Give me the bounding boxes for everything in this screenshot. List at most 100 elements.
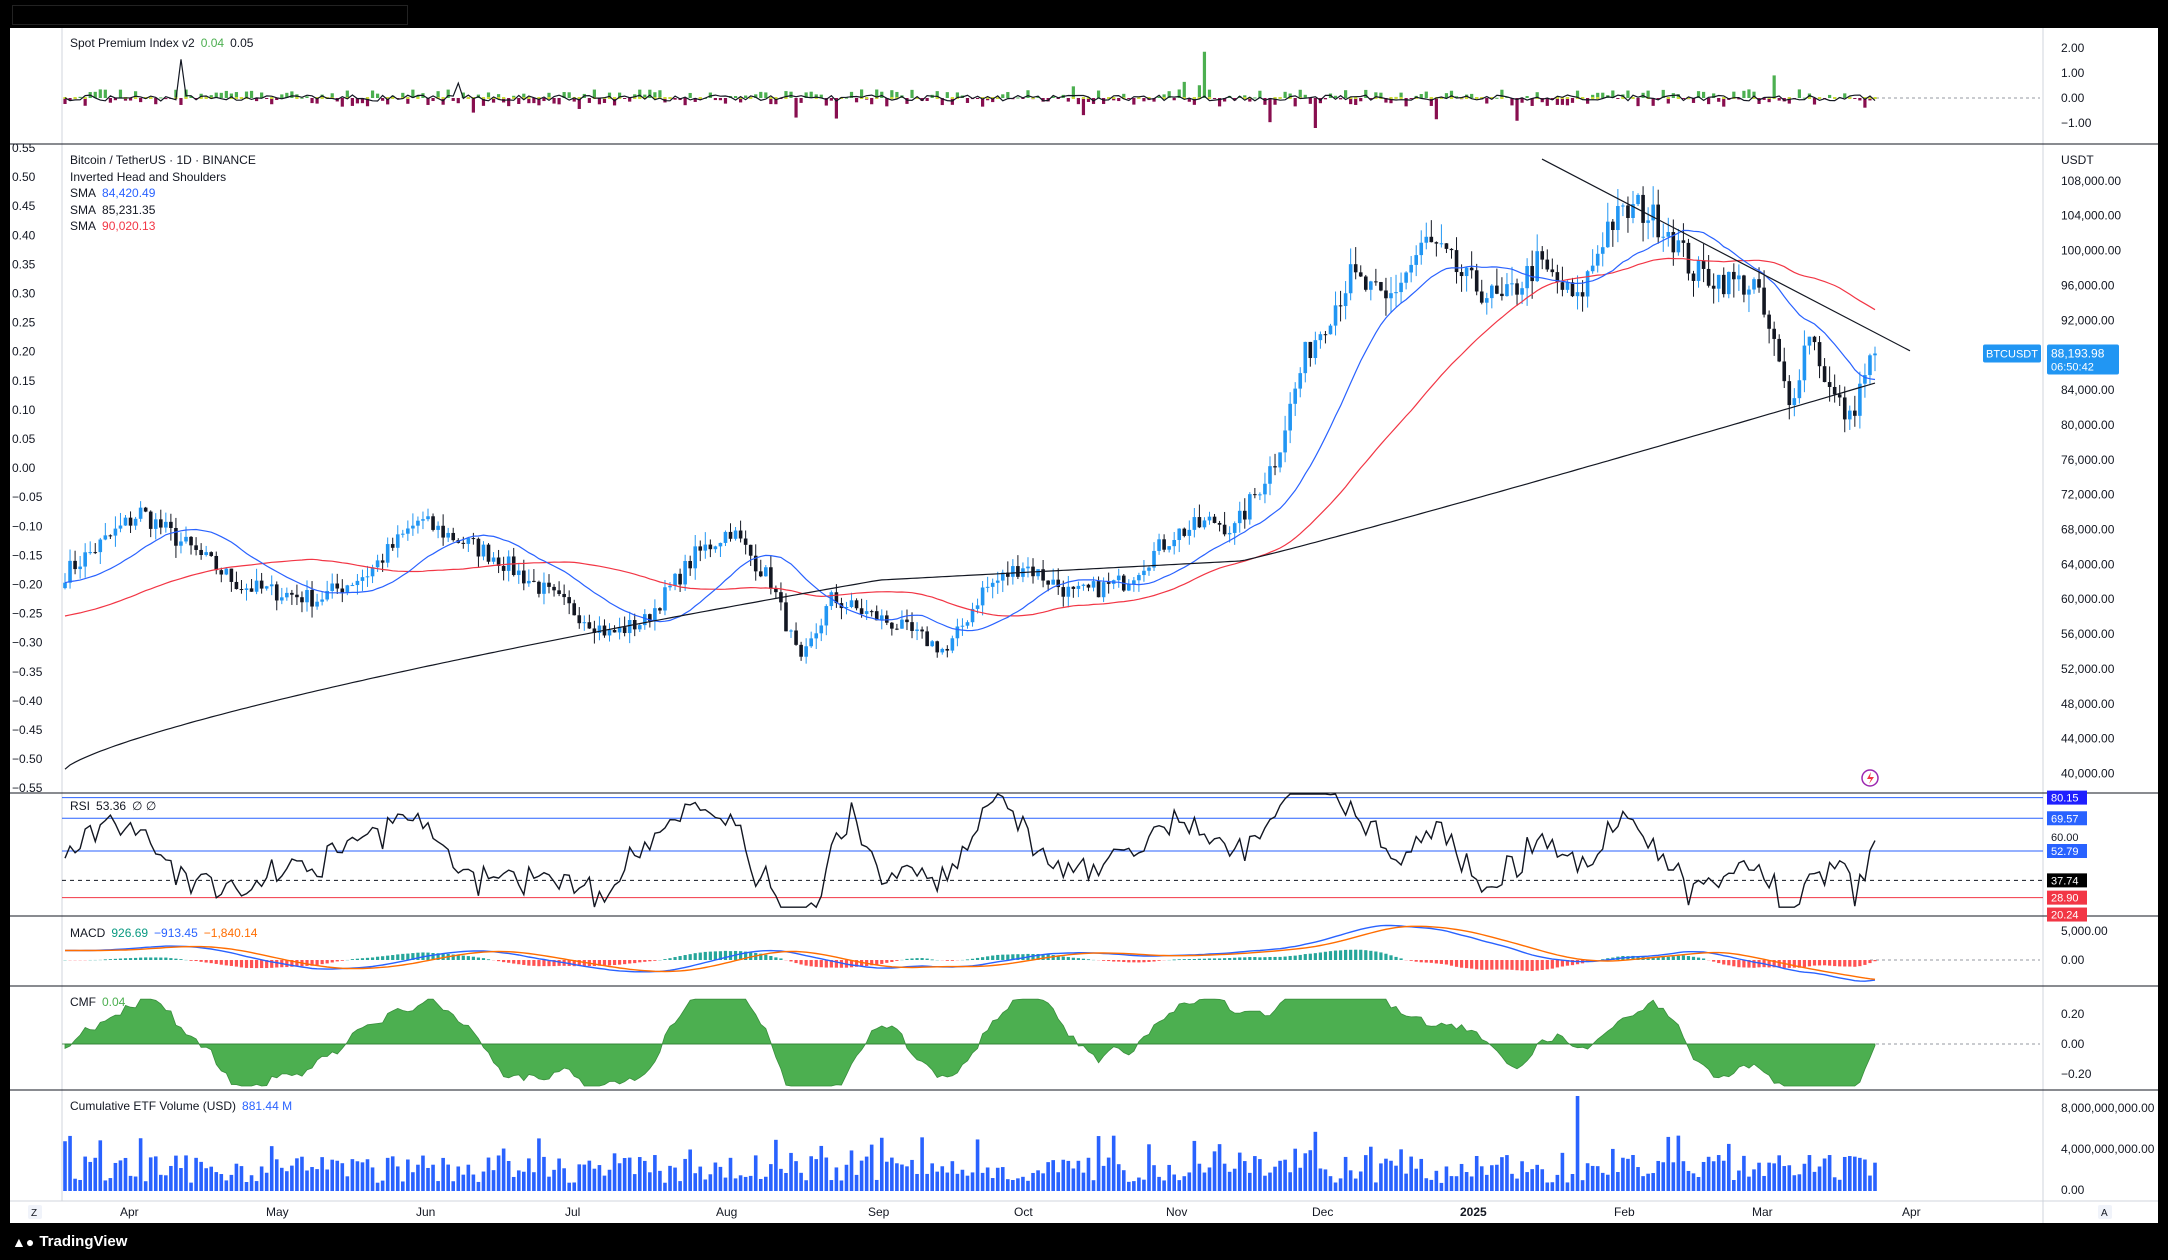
spot-bar [1354, 98, 1358, 105]
etf-volume-bar [905, 1166, 909, 1191]
spot-premium-legend[interactable]: Spot Premium Index v2 0.04 0.05 [70, 35, 253, 52]
candle-body [395, 534, 400, 548]
spot-bar [1142, 98, 1146, 102]
etf-volume-bar [1147, 1144, 1151, 1191]
etf-volume-bar [668, 1165, 672, 1191]
macd-hist-bar [920, 958, 924, 960]
candle-body [471, 538, 476, 540]
spot-bar [1303, 94, 1307, 98]
chart-canvas[interactable]: Apr May Jun Jul Aug Sep Oct Nov Dec 2025 Feb Mar Apr… [10, 28, 2158, 1223]
etf-volume-bar [562, 1168, 566, 1191]
macd-hist-bar [431, 953, 435, 960]
left-axis-tick: −0.45 [12, 723, 43, 737]
macd-hist-bar [895, 960, 899, 961]
spot-yellow-tick [1349, 97, 1353, 99]
main-legend[interactable]: Bitcoin / TetherUS · 1D · BINANCE Invert… [70, 152, 256, 235]
ticker-badge [1983, 344, 2041, 363]
macd-hist-bar [1631, 955, 1635, 960]
candle-body [451, 532, 456, 541]
spot-bar [895, 91, 899, 98]
macd-hist-bar [875, 960, 879, 965]
candle-body [1701, 260, 1706, 269]
spot-bar [1530, 98, 1534, 106]
cmf-legend[interactable]: CMF 0.04 [70, 994, 125, 1011]
candle-body [1358, 272, 1363, 277]
macd-hist-bar [1389, 955, 1393, 960]
macd-hist-bar [764, 954, 768, 960]
macd-hist-bar [1127, 960, 1131, 963]
etf-volume-bar [194, 1157, 198, 1191]
macd-hist-bar [93, 959, 97, 961]
rsi-axis-badge [2047, 844, 2087, 859]
macd-hist-bar [1601, 959, 1605, 961]
spot-bar [1449, 90, 1454, 98]
spot-bar [1525, 96, 1529, 98]
macd-hist-bar [1863, 960, 1867, 965]
left-axis-tick: −0.10 [12, 519, 43, 533]
etf-volume-bar [1328, 1176, 1333, 1191]
macd-hist-bar [970, 958, 975, 960]
etf-volume-bar [1535, 1164, 1540, 1191]
candle-body [315, 601, 319, 607]
macd-hist-bar [1656, 957, 1660, 960]
spot-bar [1757, 98, 1761, 104]
etf-volume-bar [1394, 1165, 1398, 1191]
time-axis-label: Nov [1166, 1205, 1187, 1219]
candle-body [1762, 287, 1766, 315]
macd-hist-bar [819, 960, 823, 968]
macd-hist-bar [199, 960, 203, 962]
spot-bar [1616, 98, 1620, 99]
candle-body [1318, 334, 1323, 341]
spot-yellow-tick [1752, 97, 1756, 99]
rsi-settings-glyphs[interactable]: ∅ ∅ [132, 799, 157, 813]
macd-hist-bar [1717, 960, 1721, 964]
candle-body [340, 588, 345, 593]
etf-volume-bar [804, 1180, 808, 1191]
macd-hist-bar [456, 955, 460, 960]
spot-bar [849, 91, 854, 98]
etf-volume-bar [612, 1153, 617, 1191]
candle-body [990, 582, 995, 587]
spot-bar [431, 98, 435, 102]
sma-long-legend[interactable]: SMA 85,231.35 [70, 202, 256, 219]
time-axis-label: May [266, 1205, 289, 1219]
spot-bar [1424, 91, 1428, 98]
candle-body [1767, 314, 1771, 329]
candle-body [93, 552, 98, 554]
candle-body [1560, 282, 1565, 290]
candle-body [169, 521, 173, 528]
spot-bar [870, 98, 874, 105]
candle-body [643, 614, 647, 626]
etf-volume-bar [1353, 1178, 1358, 1191]
sma-fast-legend[interactable]: SMA 84,420.49 [70, 185, 256, 202]
tradingview-logo[interactable]: ▲● TradingView [12, 1233, 127, 1250]
symbol-search-box[interactable] [12, 5, 408, 25]
rsi-legend[interactable]: RSI 53.36 ∅ ∅ [70, 798, 156, 815]
chart-area[interactable]: Apr May Jun Jul Aug Sep Oct Nov Dec 2025 Feb Mar Apr… [10, 28, 2158, 1223]
spot-bar [643, 94, 647, 98]
etf-volume-bar [698, 1166, 703, 1191]
etf-volume-bar [511, 1176, 516, 1191]
macd-hist-bar [1797, 960, 1801, 968]
etf-volume-bar [678, 1181, 682, 1191]
candle-body [622, 627, 627, 634]
spot-yellow-tick [1848, 97, 1852, 99]
etf-volume-bar [693, 1173, 698, 1191]
macd-hist-bar [824, 960, 828, 968]
etf-volume-bar [1646, 1173, 1650, 1191]
macd-value-1: 926.69 [111, 926, 149, 940]
candle-body [1711, 285, 1716, 289]
macd-legend[interactable]: MACD 926.69 −913.45 −1,840.14 [70, 925, 257, 942]
etf-legend[interactable]: Cumulative ETF Volume (USD) 881.44 M [70, 1098, 292, 1115]
time-axis-left-button-label: Z [31, 1208, 37, 1219]
spot-yellow-tick [1807, 97, 1812, 99]
left-axis-tick: 0.25 [12, 316, 36, 330]
candle-body [83, 552, 87, 567]
sma-slow-legend[interactable]: SMA 90,020.13 [70, 218, 256, 235]
etf-volume-bar [1121, 1170, 1126, 1191]
spot-yellow-tick [204, 97, 208, 99]
time-axis-label: Sep [868, 1205, 890, 1219]
macd-hist-bar [1293, 955, 1297, 960]
etf-volume-bar [1530, 1169, 1534, 1191]
etf-volume-bar [1585, 1163, 1590, 1191]
